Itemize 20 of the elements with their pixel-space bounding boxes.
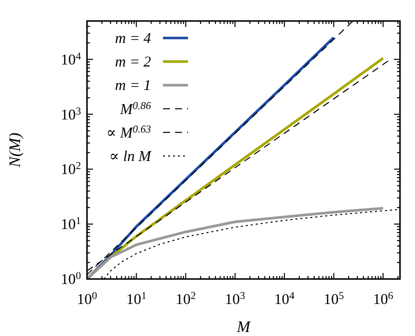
legend-label: m = 2 xyxy=(115,54,152,71)
x-tick-label: 10$^{3}$ xyxy=(224,290,246,308)
y-tick-label: 10$^{3}$ xyxy=(60,106,81,124)
y-tick-label: 10$^{1}$ xyxy=(60,216,81,234)
x-tick-label: 10$^{1}$ xyxy=(126,290,146,308)
legend-label: ∝ M$^{0.63}$ xyxy=(106,124,151,142)
x-axis-title: M xyxy=(236,319,252,336)
legend-label: ∝ ln M xyxy=(109,149,152,165)
y-tick-label: 10$^{2}$ xyxy=(60,160,81,178)
legend-label: M$^{0.86}$ xyxy=(119,100,152,118)
y-tick-label: 10$^{0}$ xyxy=(60,270,81,288)
y-tick-label: 10$^{4}$ xyxy=(60,50,82,68)
x-tick-label: 10$^{4}$ xyxy=(274,290,296,308)
y-axis-title: N(M) xyxy=(7,132,24,168)
legend-label: m = 1 xyxy=(115,78,151,94)
x-tick-label: 10$^{6}$ xyxy=(372,290,394,308)
x-tick-label: 10$^{2}$ xyxy=(176,290,196,308)
legend-label: m = 4 xyxy=(115,31,152,47)
x-tick-label: 10$^{0}$ xyxy=(76,290,98,308)
x-tick-label: 10$^{5}$ xyxy=(324,290,344,308)
